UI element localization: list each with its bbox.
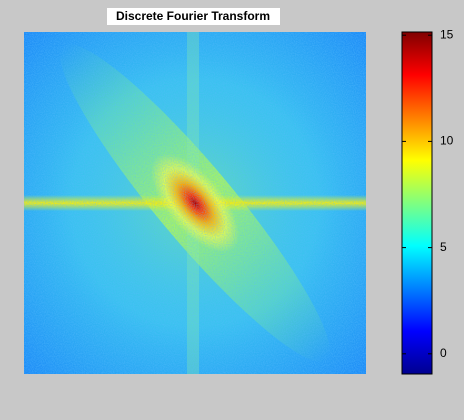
title-box <box>107 8 280 25</box>
colorbar-gradient <box>401 31 433 375</box>
colorbar-tick-label: 5 <box>440 240 447 254</box>
colorbar <box>401 31 433 375</box>
colorbar-tick-label: 10 <box>440 134 454 148</box>
colorbar-tick-label: 0 <box>440 346 447 360</box>
spectrum-image <box>24 32 366 374</box>
chart-title: Discrete Fourier Transform <box>116 9 270 23</box>
colorbar-tick-label: 15 <box>440 27 454 41</box>
